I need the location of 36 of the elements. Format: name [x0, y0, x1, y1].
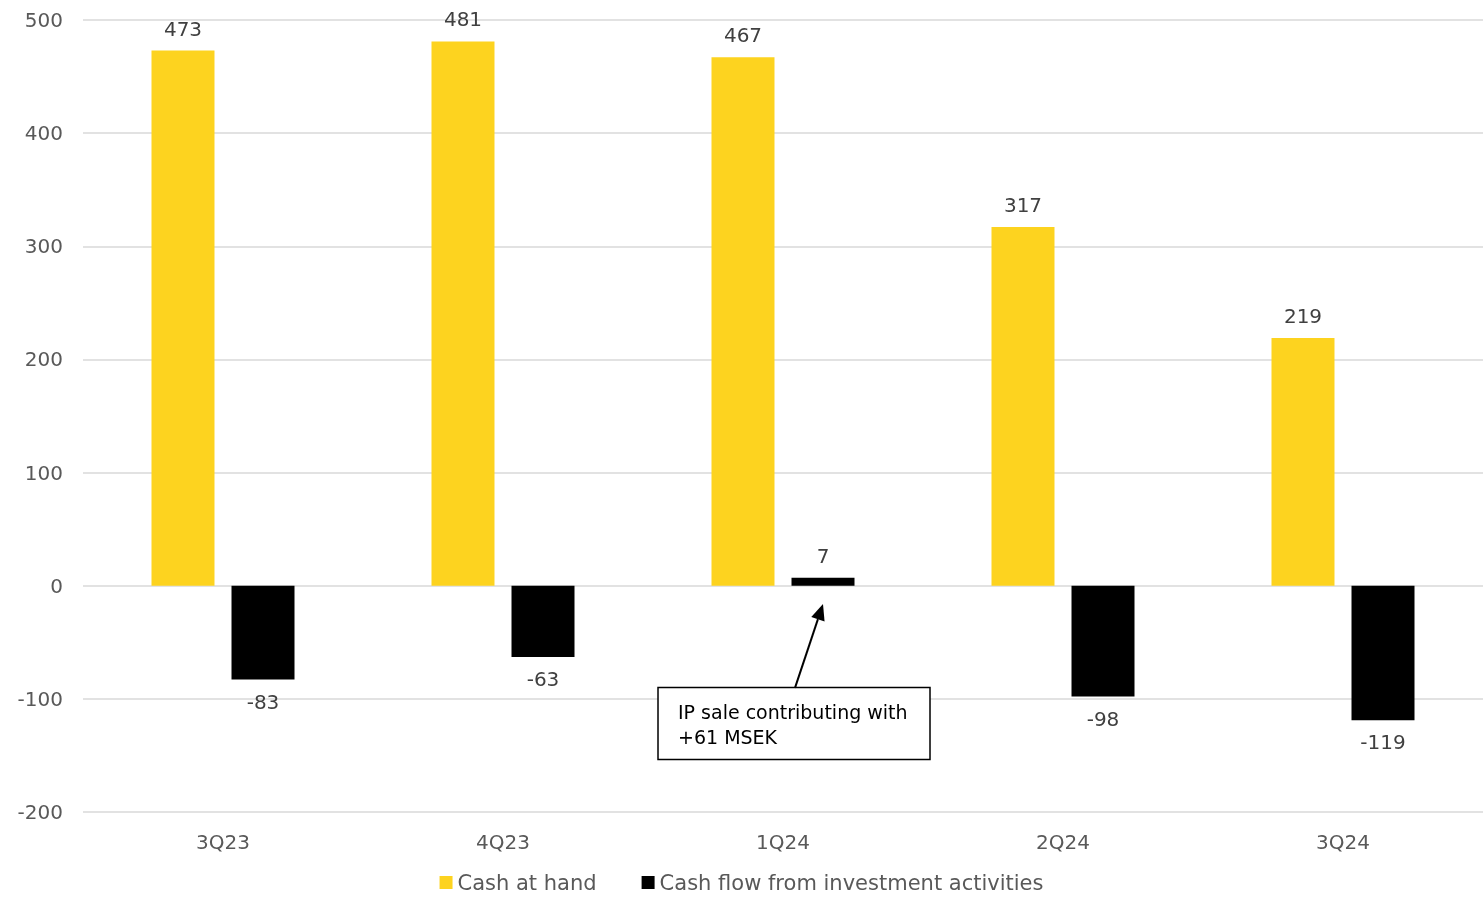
x-tick-label: 1Q24 — [756, 830, 810, 854]
data-label: -83 — [246, 689, 280, 714]
legend-label: Cash flow from investment activities — [659, 870, 1044, 895]
bar — [991, 227, 1055, 586]
data-label: 467 — [723, 23, 763, 48]
data-label: -98 — [1086, 706, 1120, 731]
y-tick-label: -200 — [17, 800, 63, 824]
x-tick-label: 3Q24 — [1316, 830, 1370, 854]
x-tick-label: 4Q23 — [476, 830, 530, 854]
x-tick-label: 3Q23 — [196, 830, 250, 854]
bar — [1271, 337, 1335, 586]
data-label: -119 — [1360, 730, 1406, 755]
data-label: 481 — [443, 7, 483, 32]
data-label: 473 — [163, 16, 203, 41]
bar — [151, 50, 215, 586]
legend-label: Cash at hand — [457, 870, 597, 895]
bar — [1351, 585, 1415, 721]
y-tick-label: 0 — [50, 573, 63, 598]
annotation: IP sale contributing with +61 MSEK — [678, 701, 908, 749]
y-tick-label: 500 — [24, 8, 63, 32]
bar — [231, 585, 295, 680]
y-tick-label: 100 — [24, 460, 63, 485]
data-label: 219 — [1283, 303, 1323, 328]
data-label: -63 — [526, 666, 560, 691]
y-tick-label: 400 — [24, 121, 63, 146]
y-tick-label: 300 — [24, 234, 63, 259]
data-label: 317 — [1003, 193, 1043, 218]
bar — [511, 585, 575, 657]
bar — [711, 57, 775, 586]
y-tick-label: 200 — [24, 347, 63, 372]
data-label: 7 — [816, 543, 830, 568]
bar — [431, 41, 495, 586]
x-tick-label: 2Q24 — [1036, 830, 1090, 854]
bar — [1071, 585, 1135, 697]
y-tick-label: -100 — [17, 686, 63, 711]
bar — [791, 577, 855, 586]
